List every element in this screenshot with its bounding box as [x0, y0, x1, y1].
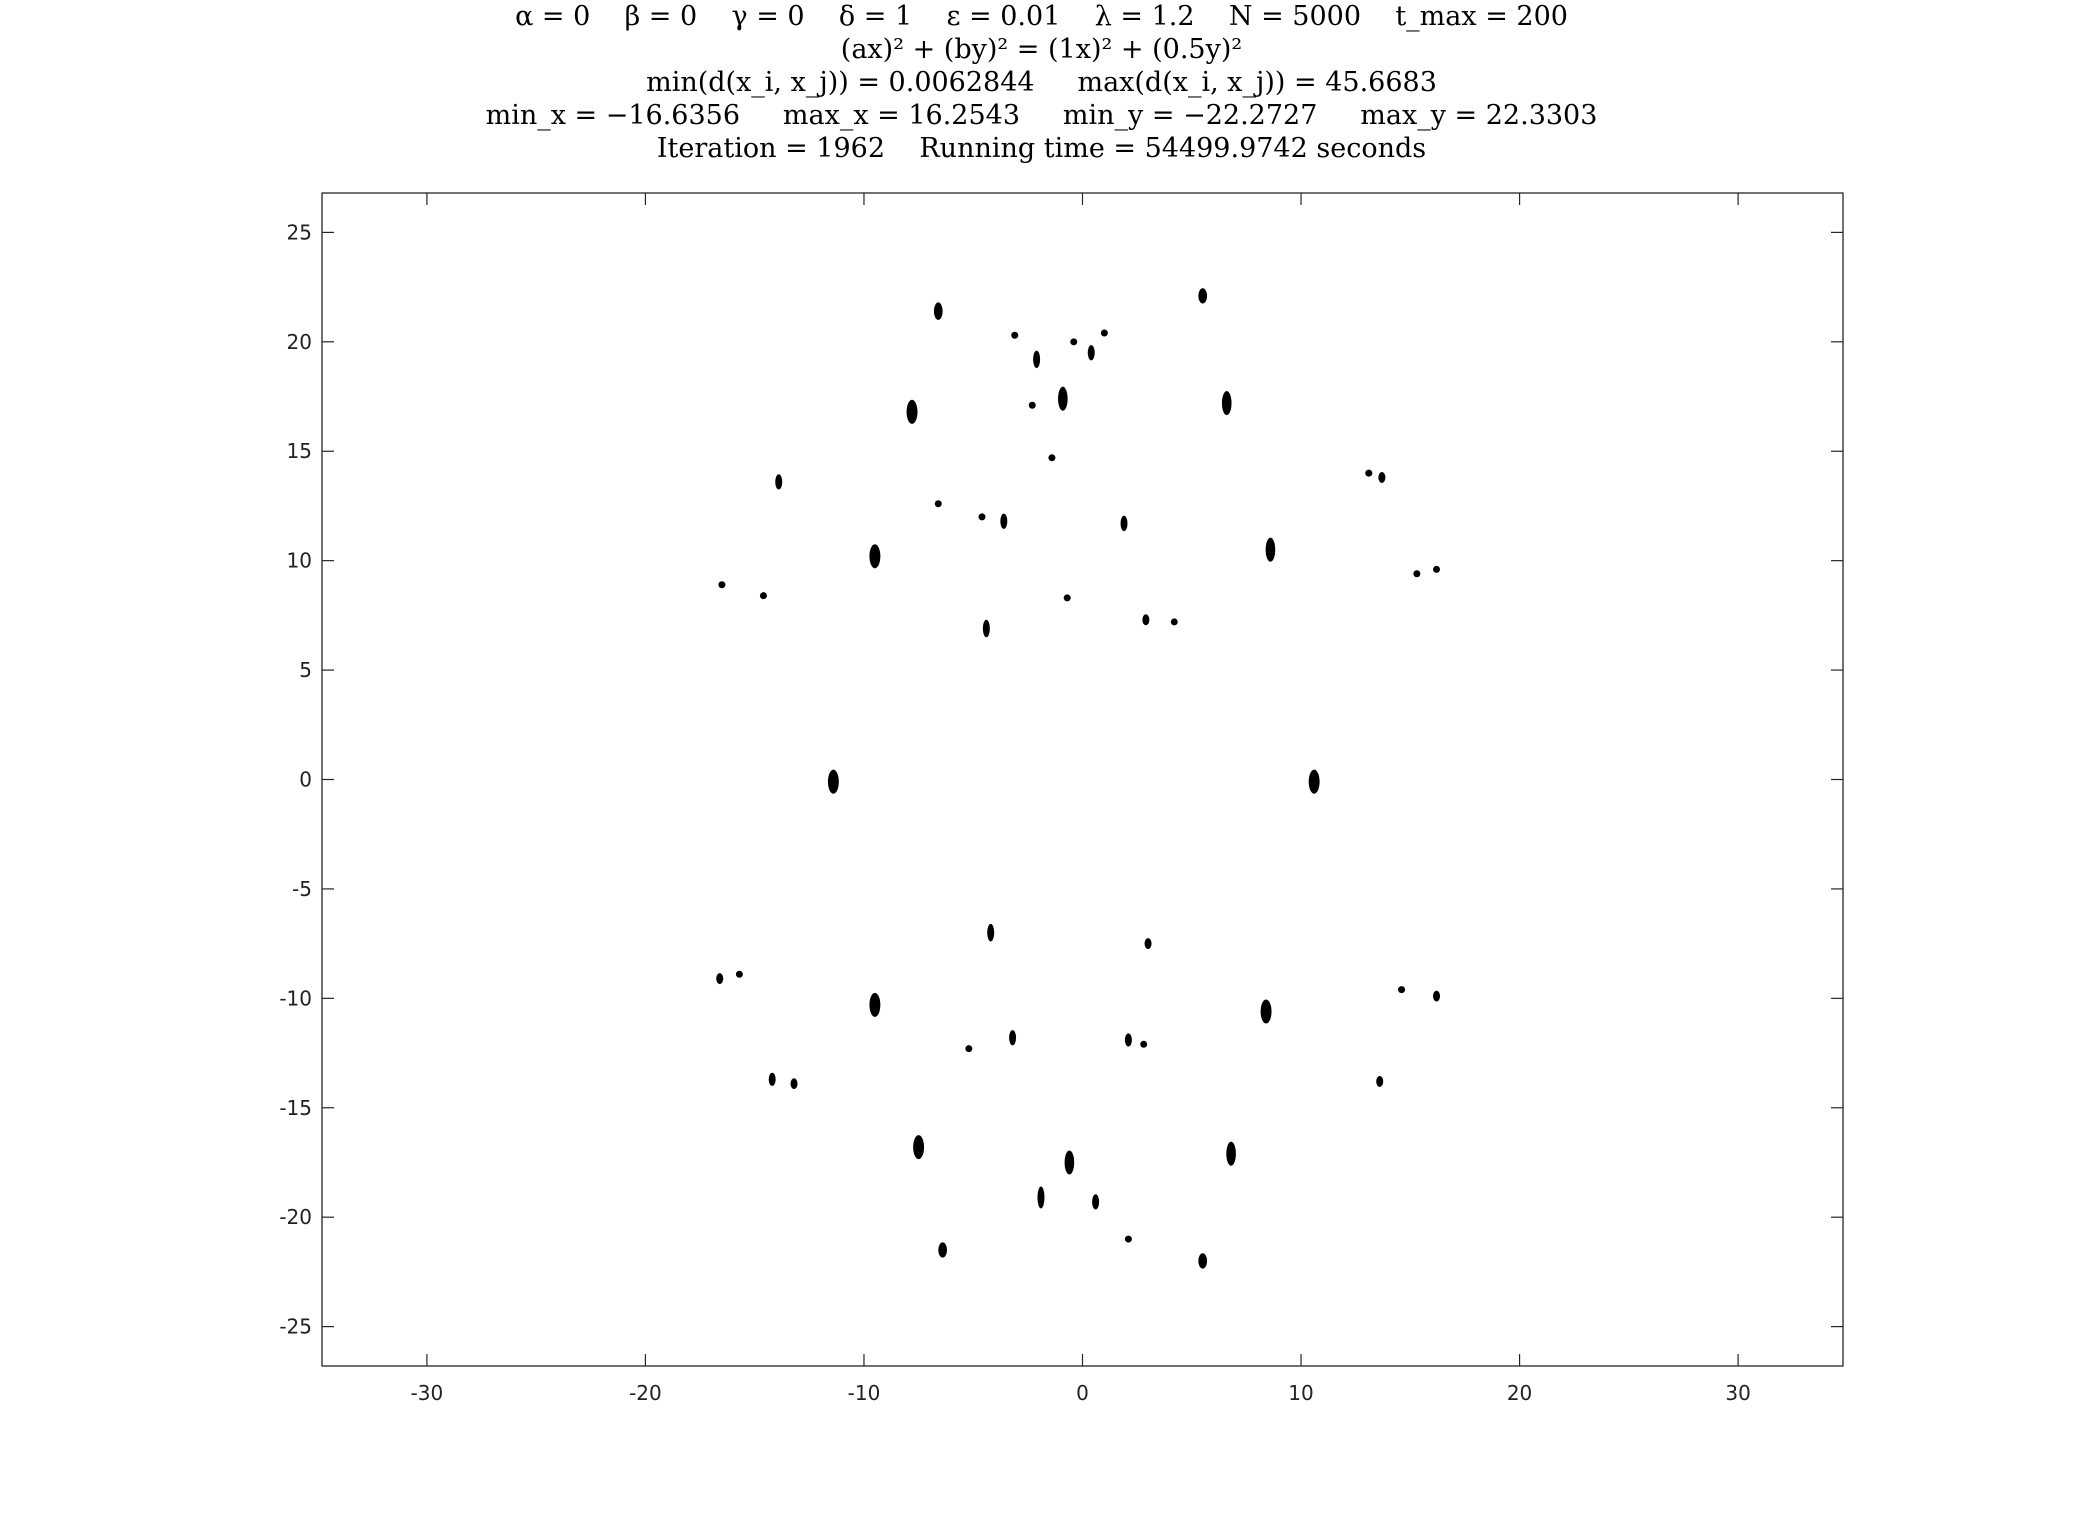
scatter-cluster-35 [869, 992, 881, 1017]
scatter-cluster-53 [1198, 1253, 1208, 1269]
scatter-cluster-47 [1064, 1150, 1075, 1175]
x-tick-label: -10 [848, 1381, 881, 1405]
scatter-cluster-17 [1000, 513, 1008, 529]
x-tick-label: 20 [1507, 1381, 1532, 1405]
scatter-cluster-13 [1365, 469, 1373, 477]
x-tick-label: -30 [411, 1381, 444, 1405]
scatter-cluster-10 [1221, 391, 1232, 416]
y-tick-label: -20 [279, 1205, 312, 1229]
scatter-cluster-44 [790, 1078, 798, 1090]
scatter-cluster-33 [716, 973, 724, 985]
chart-title-block: α = 0 β = 0 γ = 0 δ = 1 ε = 0.01 λ = 1.2… [0, 0, 2083, 165]
scatter-cluster-50 [1092, 1194, 1100, 1210]
scatter-cluster-36 [1260, 999, 1272, 1024]
scatter-cluster-19 [869, 544, 881, 569]
y-tick-label: 5 [299, 658, 312, 682]
chart-title-line-extents: min_x = −16.6356 max_x = 16.2543 min_y =… [485, 100, 1598, 131]
chart-title-line-equation: (ax)² + (by)² = (1x)² + (0.5y)² [840, 34, 1243, 65]
x-tick-label: 30 [1725, 1381, 1750, 1405]
scatter-cluster-43 [768, 1072, 776, 1086]
scatter-cluster-34 [735, 970, 743, 978]
scatter-cluster-28 [982, 619, 990, 638]
scatter-cluster-23 [1063, 594, 1071, 602]
scatter-cluster-11 [775, 474, 783, 490]
scatter-cluster-6 [1087, 345, 1095, 361]
scatter-cluster-41 [1124, 1033, 1132, 1047]
x-tick-label: 0 [1076, 1381, 1089, 1405]
scatter-cluster-51 [1124, 1235, 1132, 1243]
axis-ticks: -30 -20 -10 0 10 20 30 25 20 15 10 5 0 -5 -10 -15 -20 -25 [279, 193, 1843, 1405]
y-tick-label: -10 [279, 986, 312, 1010]
y-tick-label: 20 [287, 330, 312, 354]
scatter-cluster-18 [1120, 515, 1128, 532]
scatter-cluster-38 [1433, 990, 1441, 1002]
y-tick-label: 25 [287, 220, 312, 244]
y-tick-label: 10 [287, 549, 312, 573]
scatter-cluster-9 [1058, 386, 1068, 411]
scatter-cluster-3 [1070, 338, 1078, 346]
x-tick-label: -20 [629, 1381, 662, 1405]
scatter-cluster-45 [1376, 1076, 1384, 1087]
scatter-cluster-16 [978, 513, 986, 521]
scatter-cluster-42 [1140, 1040, 1148, 1048]
scatter-cluster-40 [1009, 1030, 1017, 1046]
axes-box [321, 192, 1844, 1367]
y-tick-label: 0 [299, 768, 312, 792]
scatter-cluster-52 [938, 1242, 948, 1258]
scatter-cluster-14 [1378, 472, 1386, 483]
scatter-cluster-46 [913, 1135, 925, 1160]
scatter-cluster-25 [1433, 565, 1441, 573]
scatter-cluster-39 [965, 1045, 973, 1053]
y-tick-label: -25 [279, 1315, 312, 1339]
scatter-cluster-31 [987, 923, 995, 942]
scatter-cluster-21 [718, 581, 726, 589]
scatter-cluster-22 [759, 592, 767, 600]
y-tick-label: -15 [279, 1096, 312, 1120]
scatter-cluster-15 [934, 500, 942, 508]
x-tick-label: 10 [1288, 1381, 1313, 1405]
scatter-cluster-24 [1413, 570, 1421, 578]
scatter-cluster-1 [1198, 288, 1208, 304]
plot-marks [716, 288, 1441, 1269]
scatter-cluster-27 [1170, 618, 1178, 626]
scatter-cluster-8 [1028, 401, 1036, 409]
scatter-cluster-30 [1308, 769, 1320, 794]
y-tick-label: -5 [292, 877, 312, 901]
scatter-cluster-20 [1265, 537, 1276, 562]
scatter-cluster-48 [1226, 1141, 1236, 1166]
scatter-cluster-26 [1142, 614, 1150, 626]
scatter-cluster-12 [1048, 454, 1056, 462]
scatter-cluster-4 [1100, 329, 1108, 337]
scatter-cluster-49 [1037, 1186, 1045, 1209]
scatter-cluster-32 [1144, 938, 1152, 950]
chart-title-line-distances: min(d(x_i, x_j)) = 0.0062844 max(d(x_i, … [646, 67, 1437, 98]
scatter-cluster-7 [906, 399, 918, 424]
chart-title-line-iteration: Iteration = 1962 Running time = 54499.97… [656, 133, 1427, 164]
y-tick-label: 15 [287, 439, 312, 463]
scatter-cluster-0 [933, 302, 943, 320]
scatter-cluster-5 [1033, 350, 1041, 369]
scatter-cluster-37 [1398, 986, 1406, 994]
scatter-cluster-2 [1011, 331, 1019, 339]
scatter-cluster-29 [827, 769, 839, 794]
chart-title-line-parameters: α = 0 β = 0 γ = 0 δ = 1 ε = 0.01 λ = 1.2… [515, 1, 1568, 32]
